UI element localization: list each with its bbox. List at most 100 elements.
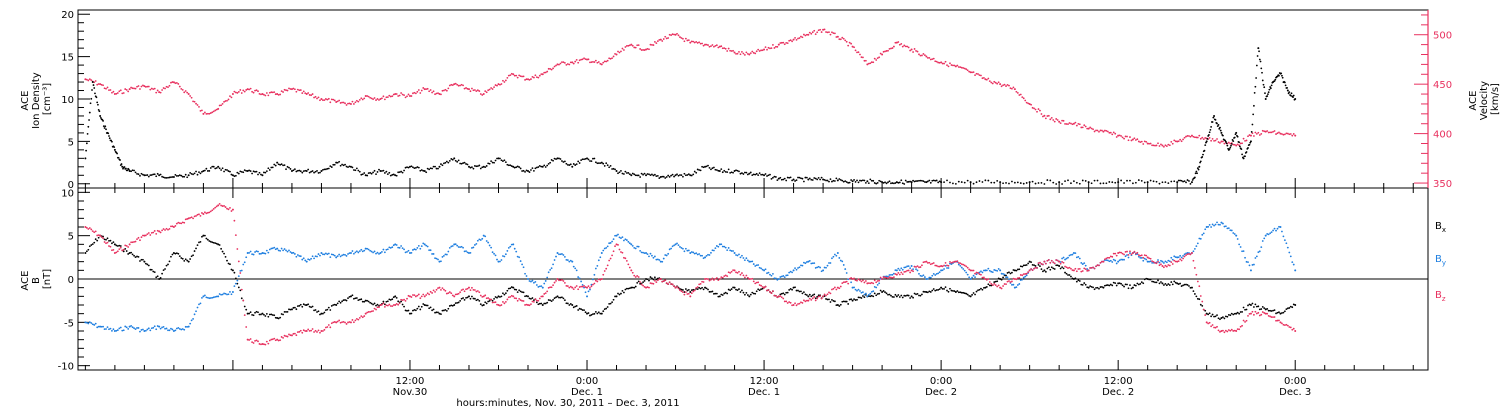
- bx-point: [724, 291, 727, 294]
- velocity-point: [1081, 126, 1084, 129]
- density-point: [156, 172, 159, 175]
- bz-point: [236, 248, 239, 250]
- bz-point: [1224, 329, 1227, 332]
- bz-point: [186, 218, 189, 220]
- velocity-point: [738, 51, 740, 53]
- bz-point: [571, 286, 574, 289]
- velocity-point: [502, 79, 504, 82]
- bx-point: [1042, 270, 1044, 273]
- density-point: [1226, 144, 1229, 147]
- bz-point: [561, 279, 563, 281]
- density-point: [615, 170, 618, 173]
- bx-point: [193, 250, 196, 252]
- density-point: [1274, 78, 1277, 81]
- bx-point: [1253, 306, 1255, 308]
- bx-point: [432, 308, 435, 311]
- density-point: [251, 172, 253, 175]
- bz-point: [1133, 250, 1136, 253]
- density-point: [146, 174, 149, 176]
- bx-point: [1176, 282, 1179, 285]
- density-point: [1008, 182, 1010, 185]
- velocity-point: [540, 73, 543, 76]
- by-point: [1149, 260, 1152, 263]
- velocity-point: [1174, 140, 1177, 143]
- bz-point: [742, 274, 745, 277]
- velocity-point: [879, 52, 882, 55]
- bx-point: [1109, 283, 1112, 286]
- bz-point: [1034, 266, 1037, 269]
- time-tick-label: 12:00: [396, 376, 425, 387]
- velocity-point: [211, 111, 214, 114]
- bx-point: [1009, 272, 1012, 275]
- bx-point: [391, 298, 394, 301]
- bz-point: [928, 261, 931, 264]
- bz-point: [1242, 319, 1245, 322]
- density-point: [783, 177, 786, 180]
- bx-point: [195, 247, 197, 250]
- density-point: [261, 174, 264, 177]
- bx-point: [623, 291, 625, 294]
- density-tick-label: 15: [61, 53, 74, 64]
- velocity-point: [389, 95, 392, 98]
- bz-point: [745, 274, 748, 277]
- by-point: [437, 258, 439, 261]
- bz-point: [1236, 328, 1239, 331]
- by-point: [338, 253, 341, 256]
- bz-point: [932, 262, 935, 264]
- velocity-point: [988, 80, 991, 83]
- bz-point: [916, 265, 919, 268]
- density-point: [274, 164, 277, 167]
- by-point: [385, 248, 388, 251]
- velocity-point: [332, 98, 335, 101]
- velocity-point: [401, 93, 404, 96]
- bz-point: [353, 321, 355, 324]
- bx-point: [116, 245, 119, 247]
- bz-point: [698, 283, 701, 286]
- velocity-point: [931, 58, 934, 60]
- bx-point: [1182, 284, 1184, 287]
- bx-point: [1260, 308, 1263, 310]
- bx-point: [1190, 286, 1193, 289]
- bz-point: [91, 230, 94, 233]
- by-point: [447, 250, 450, 253]
- bx-point: [699, 287, 702, 290]
- by-point: [258, 252, 261, 255]
- bz-point: [584, 286, 587, 288]
- density-point: [227, 170, 230, 172]
- bx-point: [171, 253, 174, 256]
- bz-point: [453, 295, 456, 298]
- time-tick-label: 12:00: [750, 376, 779, 387]
- by-point: [708, 254, 711, 256]
- bz-point: [416, 294, 419, 297]
- bz-point: [767, 289, 770, 291]
- bz-point: [392, 304, 395, 306]
- velocity-point: [714, 44, 717, 47]
- bz-point: [721, 276, 724, 279]
- bx-point: [845, 300, 848, 303]
- bx-point: [224, 256, 227, 258]
- bx-point: [1055, 264, 1058, 267]
- velocity-point: [1058, 120, 1061, 123]
- density-point: [465, 163, 467, 165]
- velocity-point: [885, 50, 888, 52]
- velocity-point: [1253, 135, 1255, 137]
- bx-point: [832, 300, 835, 302]
- bx-point: [376, 303, 379, 306]
- bz-point: [581, 285, 584, 288]
- bx-point: [1103, 284, 1106, 287]
- by-point: [288, 249, 290, 252]
- density-point: [95, 96, 98, 99]
- by-point: [1247, 261, 1249, 264]
- bx-point: [153, 271, 156, 274]
- velocity-point: [268, 91, 271, 94]
- bx-point: [1261, 305, 1264, 308]
- density-point: [1120, 179, 1123, 182]
- bx-point: [1102, 286, 1105, 289]
- density-point: [931, 179, 934, 182]
- velocity-point: [586, 58, 589, 61]
- velocity-point: [102, 84, 104, 87]
- velocity-point: [1092, 128, 1094, 131]
- bz-point: [838, 287, 841, 290]
- density-point: [349, 165, 352, 168]
- density-point: [922, 180, 925, 183]
